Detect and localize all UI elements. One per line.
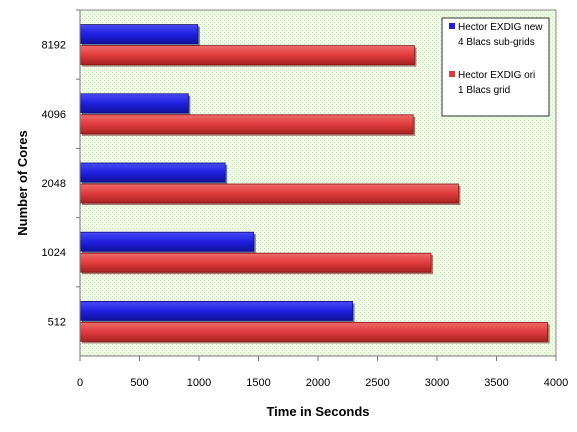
x-ticks-group: 0 500 1000 1500 2000 2500 3000 3500 4000: [77, 356, 568, 389]
x-tick-label: 1500: [246, 377, 270, 389]
y-tick-label: 512: [48, 316, 66, 328]
bar-ori-2048: [79, 183, 459, 204]
bar-new-512: [79, 300, 353, 321]
x-tick-label: 2000: [306, 377, 330, 389]
y-axis-title: Number of Cores: [15, 130, 30, 235]
bar-new-8192: [79, 24, 199, 45]
y-ticks-group: 512 1024 2048 4096 8192: [42, 9, 80, 328]
legend-label: Hector EXDIG new: [458, 22, 543, 33]
x-tick-label: 3500: [484, 377, 508, 389]
legend: Hector EXDIG new 4 Blacs sub-grids Hector …: [441, 17, 550, 117]
legend-label: Hector EXDIG ori: [458, 70, 535, 81]
x-axis-title: Time in Seconds: [266, 404, 369, 419]
y-tick-label: 2048: [42, 178, 66, 190]
y-tick-label: 1024: [42, 247, 66, 259]
y-tick-label: 8192: [42, 40, 66, 52]
bar-ori-8192: [79, 45, 415, 65]
bar-new-2048: [79, 162, 226, 183]
legend-label: 4 Blacs sub-grids: [458, 37, 535, 48]
bar-ori-512: [79, 321, 549, 342]
x-tick-label: 3000: [425, 377, 449, 389]
bar-new-1024: [79, 231, 255, 252]
x-tick-label: 4000: [544, 377, 568, 389]
legend-label: 1 Blacs grid: [458, 85, 510, 96]
legend-swatch: [449, 71, 455, 77]
x-tick-label: 0: [77, 377, 83, 389]
legend-box: [441, 17, 550, 117]
bars-group: [79, 24, 550, 344]
legend-swatch: [449, 23, 455, 29]
bar-ori-1024: [79, 252, 432, 273]
y-tick-label: 4096: [42, 109, 66, 121]
bar-ori-4096: [79, 114, 414, 135]
x-tick-label: 2500: [365, 377, 389, 389]
x-tick-label: 1000: [187, 377, 211, 389]
bar-new-4096: [79, 93, 189, 114]
x-tick-label: 500: [130, 377, 148, 389]
